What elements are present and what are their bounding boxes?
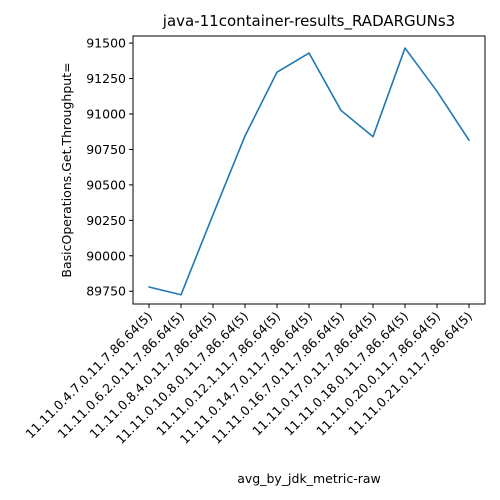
series-line <box>148 47 470 296</box>
y-tick-label: 90500 <box>86 177 126 192</box>
x-axis-label: avg_by_jdk_metric-raw <box>237 471 381 486</box>
data-point <box>468 139 470 141</box>
y-axis-label: BasicOperations.Get.Throughput= <box>59 62 74 277</box>
data-point <box>340 110 342 112</box>
data-point <box>308 52 310 54</box>
data-point <box>404 47 406 49</box>
data-point <box>180 294 182 296</box>
plot-frame <box>132 35 486 305</box>
y-tick-label: 91250 <box>86 71 126 86</box>
y-tick-label: 91500 <box>86 36 126 51</box>
y-tick-label: 91000 <box>86 106 126 121</box>
data-point <box>148 286 150 288</box>
y-tick-label: 90250 <box>86 213 126 228</box>
data-point <box>212 214 214 216</box>
data-point <box>244 135 246 137</box>
y-tick-label: 90750 <box>86 142 126 157</box>
data-point <box>372 136 374 138</box>
chart-title: java-11container-results_RADARGUNs3 <box>162 12 455 31</box>
data-point <box>276 71 278 73</box>
plot-area: 89750 90000 90250 90500 90750 91000 91250 91500… <box>22 35 486 447</box>
data-point <box>436 91 438 93</box>
y-tick-label: 89750 <box>86 284 126 299</box>
y-tick-label: 90000 <box>86 248 126 263</box>
